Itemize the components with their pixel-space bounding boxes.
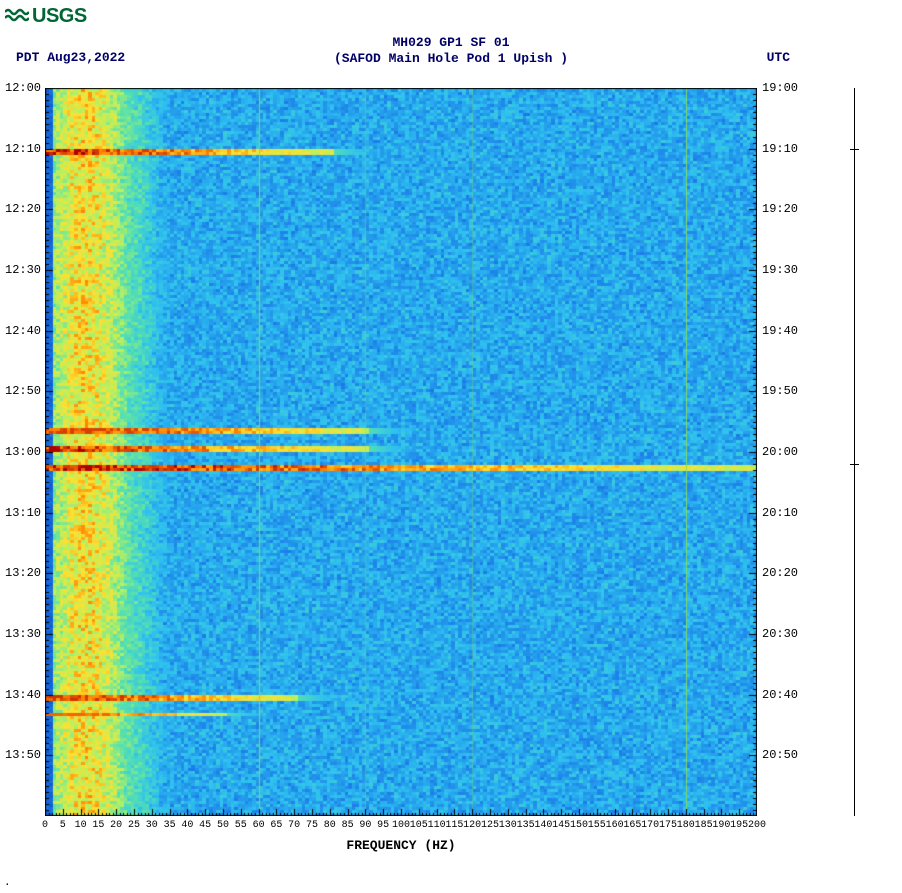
x-tick: 145 (552, 820, 570, 831)
x-tick: 130 (499, 820, 517, 831)
x-tick: 65 (270, 820, 282, 831)
y-right-tick: 19:30 (762, 263, 798, 277)
x-tick: 100 (392, 820, 410, 831)
y-left-tick: 12:00 (5, 81, 41, 95)
x-tick: 195 (730, 820, 748, 831)
corner-mark: . (4, 877, 11, 889)
x-tick: 10 (75, 820, 87, 831)
y-right-tick: 20:30 (762, 627, 798, 641)
y-right-tick: 19:20 (762, 202, 798, 216)
y-right-tick: 20:40 (762, 688, 798, 702)
x-tick: 20 (110, 820, 122, 831)
x-tick: 25 (128, 820, 140, 831)
header-right-label: UTC (767, 50, 790, 65)
x-tick: 185 (695, 820, 713, 831)
y-right-tick: 20:20 (762, 566, 798, 580)
x-tick: 30 (146, 820, 158, 831)
y-left-tick: 12:10 (5, 142, 41, 156)
x-tick: 70 (288, 820, 300, 831)
x-tick: 90 (359, 820, 371, 831)
x-tick: 85 (342, 820, 354, 831)
x-tick: 200 (748, 820, 766, 831)
y-right-tick: 19:00 (762, 81, 798, 95)
usgs-wave-icon (5, 5, 29, 28)
x-tick: 80 (324, 820, 336, 831)
y-right-tick: 19:40 (762, 324, 798, 338)
usgs-logo-text: USGS (32, 5, 87, 27)
y-right-tick: 19:50 (762, 384, 798, 398)
x-tick: 40 (181, 820, 193, 831)
x-tick: 35 (164, 820, 176, 831)
x-tick: 95 (377, 820, 389, 831)
x-tick: 75 (306, 820, 318, 831)
y-left-tick: 12:40 (5, 324, 41, 338)
spectrogram-canvas (45, 88, 757, 816)
y-right-tick: 20:50 (762, 748, 798, 762)
x-tick: 165 (623, 820, 641, 831)
usgs-logo: USGS (5, 5, 87, 28)
x-tick: 190 (712, 820, 730, 831)
x-tick: 150 (570, 820, 588, 831)
x-axis-label: FREQUENCY (HZ) (45, 838, 757, 853)
x-tick: 160 (606, 820, 624, 831)
x-tick: 170 (641, 820, 659, 831)
x-tick: 120 (463, 820, 481, 831)
x-tick: 105 (410, 820, 428, 831)
y-left-tick: 13:50 (5, 748, 41, 762)
y-left-tick: 13:00 (5, 445, 41, 459)
y-right-tick: 19:10 (762, 142, 798, 156)
y-left-tick: 12:50 (5, 384, 41, 398)
x-tick: 45 (199, 820, 211, 831)
y-left-tick: 12:30 (5, 263, 41, 277)
x-tick: 110 (428, 820, 446, 831)
x-tick: 125 (481, 820, 499, 831)
x-tick: 5 (60, 820, 66, 831)
x-tick: 115 (445, 820, 463, 831)
y-left-tick: 13:30 (5, 627, 41, 641)
x-tick: 15 (92, 820, 104, 831)
right-marker-tick (850, 464, 859, 465)
x-tick: 0 (42, 820, 48, 831)
x-tick: 175 (659, 820, 677, 831)
y-left-tick: 12:20 (5, 202, 41, 216)
y-left-tick: 13:40 (5, 688, 41, 702)
title-line1: MH029 GP1 SF 01 (0, 35, 902, 51)
y-right-tick: 20:00 (762, 445, 798, 459)
right-marker-tick (850, 149, 859, 150)
x-tick: 60 (253, 820, 265, 831)
y-left-tick: 13:20 (5, 566, 41, 580)
x-tick: 155 (588, 820, 606, 831)
page-root: USGS PDT Aug23,2022 MH029 GP1 SF 01 (SAF… (0, 0, 902, 893)
x-tick: 180 (677, 820, 695, 831)
x-tick: 55 (235, 820, 247, 831)
x-tick: 135 (517, 820, 535, 831)
right-marker-line (854, 88, 855, 816)
y-left-tick: 13:10 (5, 506, 41, 520)
y-right-tick: 20:10 (762, 506, 798, 520)
x-tick: 50 (217, 820, 229, 831)
spectrogram-plot (45, 88, 757, 816)
x-tick: 140 (534, 820, 552, 831)
